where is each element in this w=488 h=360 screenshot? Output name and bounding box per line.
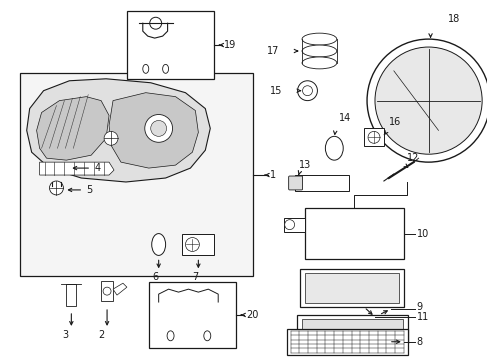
Text: 20: 20	[245, 310, 258, 320]
Circle shape	[367, 131, 379, 143]
Text: 10: 10	[416, 229, 428, 239]
Polygon shape	[109, 93, 198, 168]
Circle shape	[302, 86, 312, 96]
Ellipse shape	[302, 57, 336, 69]
Circle shape	[103, 287, 111, 295]
Text: 15: 15	[270, 86, 282, 96]
Ellipse shape	[142, 64, 148, 73]
Bar	[101, 281, 113, 301]
FancyBboxPatch shape	[288, 176, 302, 190]
Bar	[301, 319, 402, 339]
Bar	[304, 208, 403, 260]
Circle shape	[104, 131, 118, 145]
Text: 9: 9	[416, 302, 422, 312]
Ellipse shape	[167, 331, 174, 341]
Bar	[294, 175, 348, 191]
Circle shape	[149, 17, 162, 29]
Ellipse shape	[302, 45, 336, 57]
Text: 7: 7	[192, 272, 198, 282]
Ellipse shape	[302, 33, 336, 45]
Circle shape	[150, 121, 166, 136]
Polygon shape	[37, 96, 109, 160]
Bar	[66, 284, 76, 306]
Polygon shape	[113, 283, 127, 295]
Bar	[127, 11, 214, 79]
Text: 8: 8	[416, 337, 422, 347]
Circle shape	[297, 81, 317, 100]
Text: 2: 2	[98, 330, 104, 340]
Text: 12: 12	[406, 153, 418, 163]
Text: 11: 11	[416, 312, 428, 322]
Text: 14: 14	[339, 113, 351, 123]
Circle shape	[49, 181, 63, 195]
Bar	[304, 273, 398, 303]
Text: 13: 13	[299, 160, 311, 170]
Polygon shape	[40, 162, 114, 175]
Text: 6: 6	[152, 272, 159, 282]
Ellipse shape	[203, 331, 210, 341]
Ellipse shape	[163, 64, 168, 73]
Bar	[286, 329, 407, 355]
Text: 18: 18	[447, 14, 460, 24]
Bar	[148, 282, 236, 348]
Circle shape	[185, 238, 199, 251]
Circle shape	[366, 39, 488, 162]
Bar	[283, 218, 304, 231]
Text: 16: 16	[388, 117, 400, 127]
Text: 3: 3	[62, 330, 68, 340]
Text: 4: 4	[94, 163, 100, 173]
Bar	[296, 315, 407, 343]
Text: 19: 19	[224, 40, 236, 50]
Bar	[364, 129, 383, 146]
Circle shape	[284, 220, 294, 230]
Text: 1: 1	[269, 170, 275, 180]
Ellipse shape	[151, 234, 165, 255]
Circle shape	[374, 47, 481, 154]
Ellipse shape	[325, 136, 343, 160]
Circle shape	[144, 114, 172, 142]
Polygon shape	[27, 79, 210, 182]
Bar	[20, 73, 252, 276]
Text: 5: 5	[86, 185, 92, 195]
Bar	[182, 234, 214, 255]
Bar	[299, 269, 403, 307]
Text: 17: 17	[267, 46, 279, 56]
